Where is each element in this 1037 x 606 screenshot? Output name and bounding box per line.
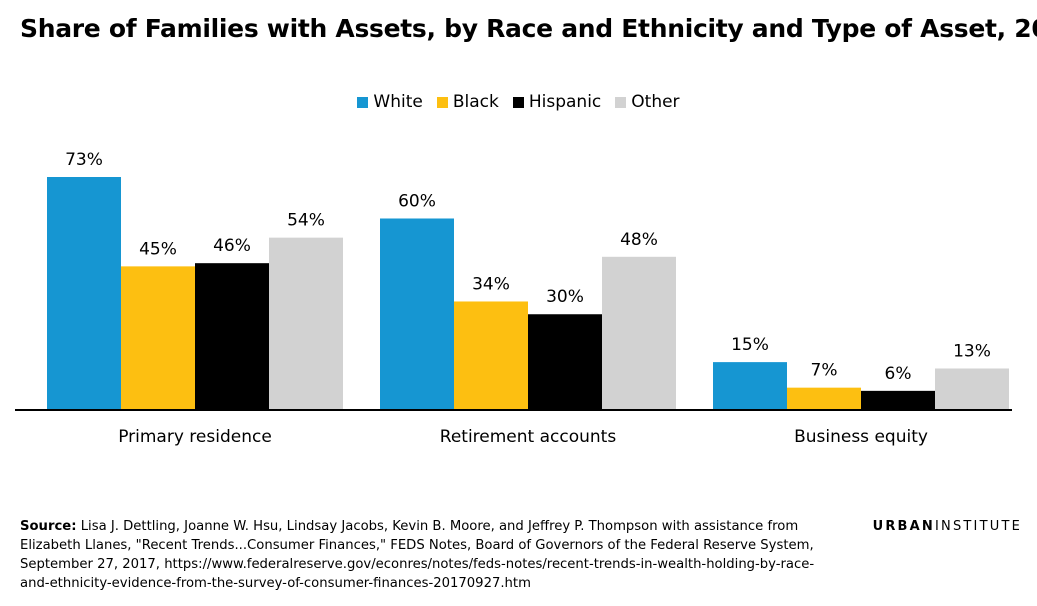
x-tick-label-primary-residence: Primary residence — [118, 427, 272, 447]
source-note: Source: Lisa J. Dettling, Joanne W. Hsu,… — [20, 517, 840, 593]
logo-word-institute: INSTITUTE — [935, 519, 1022, 534]
legend-swatch-white — [357, 96, 369, 108]
legend-label-hispanic: Hispanic — [528, 92, 602, 112]
data-label-retirement-accounts-black: 34% — [472, 274, 510, 294]
data-label-primary-residence-other: 54% — [287, 211, 325, 231]
data-label-business-equity-other: 13% — [953, 342, 991, 362]
legend-swatch-hispanic — [512, 96, 524, 108]
bar-primary-residence-black — [121, 266, 195, 410]
data-label-retirement-accounts-white: 60% — [398, 191, 436, 211]
x-tick-label-business-equity: Business equity — [794, 427, 928, 447]
legend-item-hispanic: Hispanic — [512, 92, 602, 112]
chart-legend: White Black Hispanic Other — [0, 92, 1037, 112]
data-label-retirement-accounts-hispanic: 30% — [546, 287, 584, 307]
source-text: Lisa J. Dettling, Joanne W. Hsu, Lindsay… — [20, 519, 815, 591]
legend-label-other: Other — [631, 92, 680, 112]
bar-retirement-accounts-other — [602, 256, 676, 410]
logo-word-urban: URBAN — [872, 519, 935, 534]
urban-institute-logo: URBANINSTITUTE — [873, 519, 1022, 534]
data-label-primary-residence-black: 45% — [139, 239, 177, 259]
bar-retirement-accounts-black — [454, 301, 528, 410]
source-label: Source: — [20, 519, 77, 534]
data-label-primary-residence-white: 73% — [65, 150, 103, 170]
data-label-business-equity-black: 7% — [811, 361, 838, 381]
data-label-business-equity-white: 15% — [731, 335, 769, 355]
bar-business-equity-white — [713, 362, 787, 410]
bar-retirement-accounts-hispanic — [528, 314, 602, 410]
legend-swatch-black — [436, 96, 448, 108]
bar-business-equity-black — [787, 387, 861, 410]
legend-swatch-other — [615, 96, 627, 108]
x-tick-label-retirement-accounts: Retirement accounts — [440, 427, 617, 447]
legend-label-white: White — [373, 92, 423, 112]
legend-item-black: Black — [436, 92, 499, 112]
chart-title: Share of Families with Assets, by Race a… — [20, 14, 1037, 43]
bar-business-equity-other — [935, 368, 1009, 410]
data-label-business-equity-hispanic: 6% — [885, 364, 912, 384]
bar-retirement-accounts-white — [380, 218, 454, 410]
bar-primary-residence-hispanic — [195, 263, 269, 410]
bar-primary-residence-other — [269, 237, 343, 410]
data-label-retirement-accounts-other: 48% — [620, 230, 658, 250]
legend-item-other: Other — [615, 92, 680, 112]
data-label-primary-residence-hispanic: 46% — [213, 236, 251, 256]
bar-business-equity-hispanic — [861, 390, 935, 410]
legend-item-white: White — [357, 92, 423, 112]
legend-label-black: Black — [452, 92, 499, 112]
bar-primary-residence-white — [47, 177, 121, 410]
